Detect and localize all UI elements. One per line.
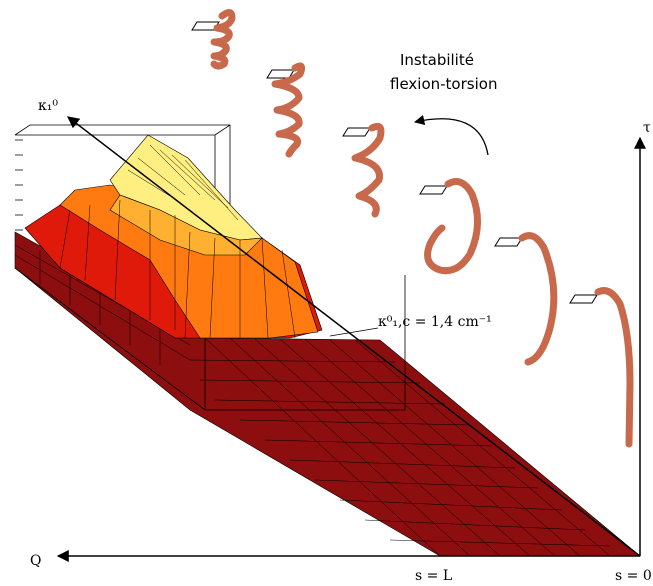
- axis-label-tau: τ: [643, 120, 651, 136]
- axes: [56, 116, 646, 562]
- annotation-line2: flexion-torsion: [390, 75, 497, 93]
- axis-label-q: Q: [30, 553, 41, 569]
- rotation-arrow: [413, 114, 489, 156]
- surface-yellow-side: [109, 194, 263, 256]
- axis-label-s-start: s = 0: [615, 568, 652, 584]
- rods: [191, 9, 634, 448]
- surface-mesh: [14, 244, 611, 557]
- axis-label-s-end: s = L: [415, 568, 452, 584]
- surface-mesh-bump: [59, 144, 296, 339]
- annotation-line1: Instabilité: [400, 51, 474, 69]
- threshold-label: κ⁰₁,c = 1,4 cm⁻¹: [378, 314, 492, 330]
- threshold-leader: [329, 327, 379, 337]
- axis-label-kappa: κ₁⁰: [38, 98, 58, 114]
- box-front: [14, 267, 406, 411]
